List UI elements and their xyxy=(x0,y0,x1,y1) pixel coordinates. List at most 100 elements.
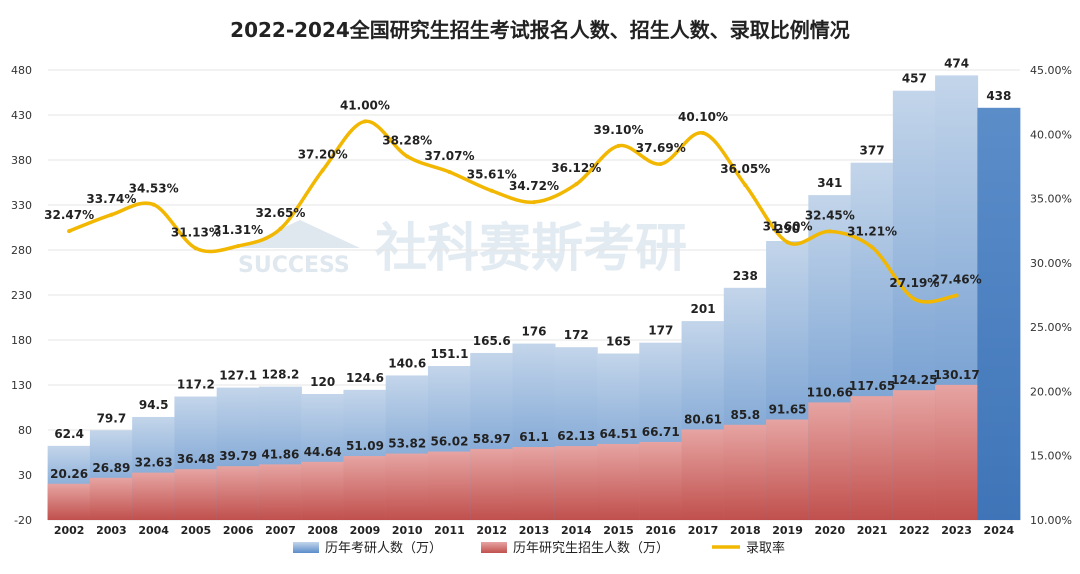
legend-label-admissions: 历年研究生招生人数（万） xyxy=(513,541,669,556)
bar-label-admissions: 130.17 xyxy=(933,368,979,382)
x-tick-label: 2010 xyxy=(392,524,423,537)
bar-label-applicants: 62.4 xyxy=(54,427,84,441)
bar-label-admissions: 32.63 xyxy=(135,456,173,470)
bar-label-admissions: 36.48 xyxy=(177,452,215,466)
rate-point xyxy=(870,245,875,250)
bar-label-admissions: 51.09 xyxy=(346,439,384,453)
rate-point xyxy=(827,229,832,234)
rate-point xyxy=(67,229,72,234)
x-tick-label: 2014 xyxy=(561,524,592,537)
bar-label-applicants: 151.1 xyxy=(430,347,468,361)
x-tick-label: 2012 xyxy=(476,524,507,537)
rate-label: 31.21% xyxy=(847,224,897,238)
x-tick-label: 2019 xyxy=(772,524,803,537)
bar-label-admissions: 26.89 xyxy=(92,461,130,475)
rate-label: 33.74% xyxy=(86,192,136,206)
bar-admissions xyxy=(512,447,556,520)
bar-label-admissions: 66.71 xyxy=(642,425,680,439)
bar-admissions xyxy=(892,390,936,520)
x-tick-label: 2016 xyxy=(645,524,676,537)
y2-tick-label: 25.00% xyxy=(1030,321,1072,334)
bar-label-applicants: 177 xyxy=(648,324,673,338)
rate-label: 40.10% xyxy=(678,110,728,124)
bar-label-applicants: 176 xyxy=(521,325,546,339)
rate-label: 32.45% xyxy=(805,208,855,222)
y-tick-label: 330 xyxy=(11,199,32,212)
x-tick-label: 2008 xyxy=(307,524,338,537)
rate-point xyxy=(278,226,283,231)
bar-label-applicants: 165 xyxy=(606,335,631,349)
bar-label-applicants: 165.6 xyxy=(473,334,511,348)
rate-label: 37.69% xyxy=(636,141,686,155)
bar-label-applicants: 474 xyxy=(944,56,969,70)
rate-label: 31.13% xyxy=(171,225,221,239)
bar-label-applicants: 94.5 xyxy=(139,398,169,412)
y2-tick-label: 35.00% xyxy=(1030,193,1072,206)
bar-label-applicants: 127.1 xyxy=(219,369,257,383)
bar-label-admissions: 62.13 xyxy=(557,429,595,443)
rate-label: 27.46% xyxy=(932,273,982,287)
bar-admissions xyxy=(174,469,218,520)
y-tick-label: 280 xyxy=(11,244,32,257)
bar-label-applicants: 290 xyxy=(775,222,800,236)
x-tick-label: 2004 xyxy=(138,524,169,537)
rate-label: 35.61% xyxy=(467,168,517,182)
rate-point xyxy=(785,240,790,245)
y-tick-label: 80 xyxy=(18,424,32,437)
bar-label-applicants: 140.6 xyxy=(388,356,426,370)
rate-label: 34.53% xyxy=(129,182,179,196)
rate-label: 27.19% xyxy=(889,276,939,290)
y-tick-label: 180 xyxy=(11,334,32,347)
rate-point xyxy=(320,168,325,173)
rate-point xyxy=(109,212,114,217)
rate-point xyxy=(616,143,621,148)
bar-admissions xyxy=(89,477,133,520)
x-tick-label: 2005 xyxy=(181,524,212,537)
y2-tick-label: 15.00% xyxy=(1030,450,1072,463)
bar-label-applicants: 438 xyxy=(986,89,1011,103)
bar-admissions xyxy=(343,456,387,520)
bar-admissions xyxy=(470,448,514,520)
rate-label: 32.65% xyxy=(255,206,305,220)
x-tick-label: 2018 xyxy=(730,524,761,537)
bar-label-admissions: 58.97 xyxy=(473,432,511,446)
bar-label-applicants: 124.6 xyxy=(346,371,384,385)
bar-admissions xyxy=(132,472,176,520)
x-axis: 2002 2003 2004 2005 2006 2007 2008 2009 2010 2011… xyxy=(54,524,1015,537)
y-tick-label: 480 xyxy=(11,64,32,77)
bar-label-admissions: 41.86 xyxy=(261,447,299,461)
bar-label-admissions: 80.61 xyxy=(684,412,722,426)
legend-swatch-applicants xyxy=(293,542,319,553)
rate-point xyxy=(954,293,959,298)
x-tick-label: 2021 xyxy=(857,524,888,537)
bar-admissions xyxy=(385,453,429,520)
bar-admissions xyxy=(427,451,471,520)
bar-admissions xyxy=(554,446,598,520)
y2-tick-label: 45.00% xyxy=(1030,64,1072,77)
legend-swatch-admissions xyxy=(481,542,507,553)
bar-label-admissions: 117.65 xyxy=(849,379,895,393)
rate-point xyxy=(658,161,663,166)
rate-label: 37.20% xyxy=(298,147,348,161)
bar-admissions xyxy=(935,384,979,520)
bar-label-admissions: 44.64 xyxy=(304,445,342,459)
rate-label: 32.47% xyxy=(44,208,94,222)
rate-series-line xyxy=(67,119,959,304)
x-tick-label: 2017 xyxy=(688,524,719,537)
bars xyxy=(47,75,1021,521)
y2-tick-label: 30.00% xyxy=(1030,257,1072,270)
bar-label-admissions: 53.82 xyxy=(388,437,426,451)
x-tick-label: 2015 xyxy=(603,524,634,537)
rate-point xyxy=(743,183,748,188)
bar-label-applicants: 457 xyxy=(902,72,927,86)
bar-admissions xyxy=(258,464,302,520)
bar-label-admissions: 124.25 xyxy=(891,373,937,387)
rate-label: 41.00% xyxy=(340,98,390,112)
bar-admissions xyxy=(597,443,641,520)
bar-label-admissions: 20.26 xyxy=(50,467,88,481)
rate-point xyxy=(236,244,241,249)
rate-label: 31.31% xyxy=(213,223,263,237)
bar-label-admissions: 61.1 xyxy=(519,430,549,444)
rate-point xyxy=(701,131,706,135)
